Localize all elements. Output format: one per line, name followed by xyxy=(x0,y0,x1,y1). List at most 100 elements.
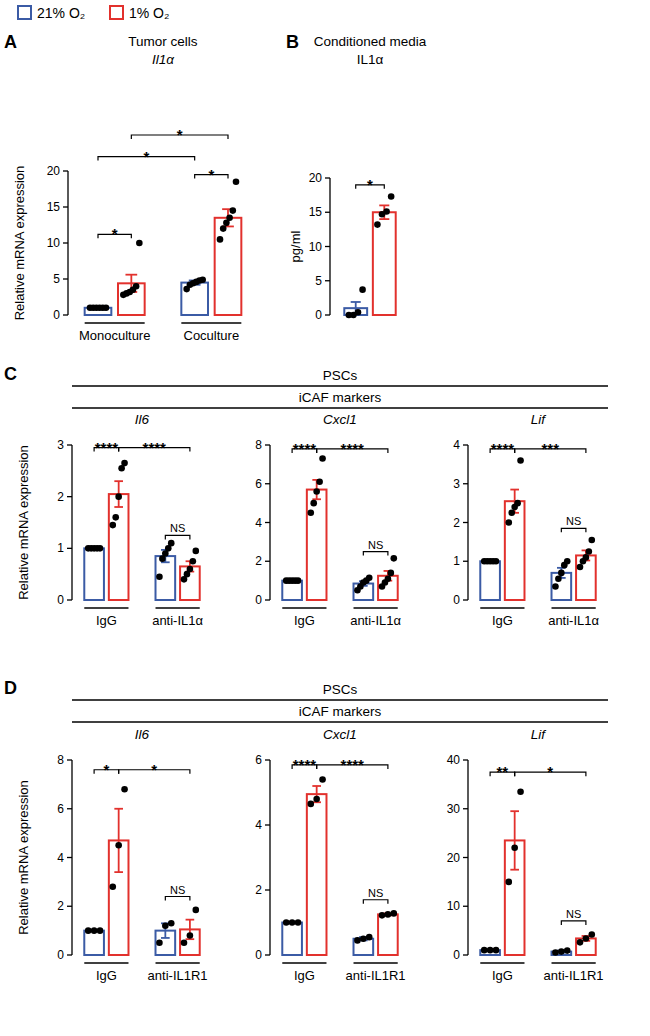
data-point xyxy=(360,935,367,942)
y-tick xyxy=(63,314,68,315)
y-tick xyxy=(265,599,270,600)
data-point xyxy=(85,927,92,934)
marks xyxy=(85,179,242,316)
significance-label: * xyxy=(151,761,157,778)
y-tick-label: 1 xyxy=(453,554,460,568)
y-tick xyxy=(67,444,72,445)
panel-heading: Conditioned media xyxy=(314,34,427,49)
y-tick xyxy=(63,278,68,279)
y-tick xyxy=(63,242,68,243)
data-point xyxy=(390,555,397,562)
error-bar xyxy=(379,205,389,219)
significance-label: * xyxy=(367,176,373,193)
bar xyxy=(307,794,327,955)
chart-title: Lif xyxy=(531,412,547,427)
marks xyxy=(344,193,395,318)
bar xyxy=(84,548,104,600)
data-point xyxy=(187,932,194,939)
legend: 21% O₂1% O₂ xyxy=(18,5,169,21)
significance-label: NS xyxy=(566,515,581,527)
panel-heading: iCAF markers xyxy=(299,704,382,719)
category-rule xyxy=(156,607,200,608)
y-tick xyxy=(463,954,468,955)
data-point xyxy=(156,573,163,580)
y-axis-label: pg/ml xyxy=(288,230,303,262)
category-label: IgG xyxy=(96,613,117,628)
significance-label: NS xyxy=(170,884,185,896)
y-tick xyxy=(265,889,270,890)
data-point xyxy=(388,570,395,577)
y-tick xyxy=(67,548,72,549)
legend-label: 21% O₂ xyxy=(37,5,85,21)
bar xyxy=(84,931,104,955)
error-cap xyxy=(379,204,389,206)
data-point xyxy=(313,796,320,803)
significance-label: **** xyxy=(341,756,365,773)
y-tick xyxy=(463,561,468,562)
data-point xyxy=(192,548,199,555)
y-tick xyxy=(67,496,72,497)
y-tick-label: 5 xyxy=(53,272,60,286)
error-cap xyxy=(351,301,361,303)
y-tick-label: 6 xyxy=(57,802,64,816)
legend-swatch xyxy=(18,6,31,19)
y-tick-label: 2 xyxy=(453,516,460,530)
chart-title: Lif xyxy=(531,727,547,742)
data-point xyxy=(168,920,175,927)
error-cap xyxy=(114,808,123,810)
data-point xyxy=(283,919,290,926)
data-point xyxy=(359,286,366,293)
y-tick-label: 2 xyxy=(255,883,262,897)
marks xyxy=(282,776,397,955)
data-point xyxy=(379,912,386,919)
y-tick-label: 0 xyxy=(53,308,60,322)
y-tick xyxy=(67,808,72,809)
y-tick xyxy=(67,759,72,760)
bar xyxy=(378,576,398,600)
y-tick xyxy=(463,483,468,484)
y-tick-label: 0 xyxy=(453,948,460,962)
data-point xyxy=(115,493,122,500)
category-rule xyxy=(480,962,524,963)
data-point xyxy=(505,519,512,526)
heading-rule xyxy=(72,699,608,700)
data-point xyxy=(564,558,571,565)
category-rule xyxy=(480,607,524,608)
category-label: anti-IL1R1 xyxy=(544,968,604,983)
data-point xyxy=(493,947,500,954)
significance-label: NS xyxy=(566,908,581,920)
error-cap xyxy=(114,506,123,508)
significance-label: * xyxy=(547,763,553,780)
y-tick-label: 6 xyxy=(255,753,262,767)
data-point xyxy=(103,305,110,312)
panel-letter: B xyxy=(286,32,299,52)
y-tick-label: 8 xyxy=(57,753,64,767)
bar xyxy=(505,501,525,600)
bar xyxy=(109,494,129,600)
significance-label: * xyxy=(103,761,109,778)
category-rule xyxy=(552,962,596,963)
bar xyxy=(576,555,596,600)
data-point xyxy=(97,545,104,552)
y-tick xyxy=(265,561,270,562)
data-point xyxy=(121,786,128,793)
category-label: anti-IL1α xyxy=(350,613,401,628)
y-tick xyxy=(265,444,270,445)
y-tick-label: 6 xyxy=(255,477,262,491)
data-point xyxy=(508,510,515,517)
chart-title: Cxcl1 xyxy=(323,412,357,427)
significance-bracket xyxy=(165,897,190,901)
data-point xyxy=(295,919,302,926)
chart: Cxcl10246IgGanti-IL1R1********NS xyxy=(255,727,405,983)
data-point xyxy=(217,236,224,243)
data-point xyxy=(319,455,326,462)
data-point xyxy=(385,911,392,918)
data-point xyxy=(319,776,326,783)
marks xyxy=(282,455,397,600)
chart-title: Il1α xyxy=(152,52,175,67)
y-tick-label: 2 xyxy=(255,554,262,568)
data-point xyxy=(577,564,584,571)
y-tick-label: 8 xyxy=(255,438,262,452)
significance-label: * xyxy=(177,126,183,143)
data-point xyxy=(354,937,361,944)
